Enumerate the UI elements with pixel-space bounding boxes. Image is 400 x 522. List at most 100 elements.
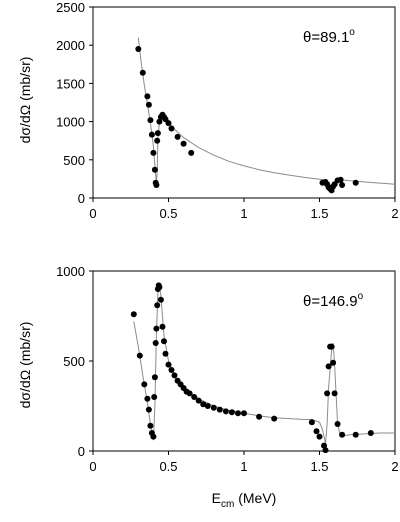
data-point [153,325,160,332]
data-point [136,352,143,359]
data-point [165,120,172,127]
data-point [325,363,332,370]
data-point [154,302,161,309]
data-point [144,395,151,402]
x-tick-label: 0 [89,206,96,221]
data-point [186,390,193,397]
data-point [256,413,263,420]
y-tick-label: 1500 [56,76,85,91]
x-tick-label: 0.5 [159,459,177,474]
chart-top-panel: 0 0.5 1 1.5 2 0 500 1000 1500 2000 2500 θ=89.1o d… [17,0,399,221]
data-point [334,421,341,427]
data-point [331,390,338,397]
y-tick-label: 1000 [56,264,85,279]
y-axis-ticks: 0 500 1000 1500 2000 2500 [56,0,93,206]
data-marks [130,282,395,454]
data-point [156,284,163,291]
data-point [241,410,247,417]
data-point [200,401,207,408]
chart-bottom-panel: 0 0.5 1 1.5 2 0 500 1000 θ=146.9o dσ/dΩ (mb/sr… [17,264,399,510]
data-point [154,130,161,137]
data-point [210,404,217,411]
data-point [156,118,163,125]
data-point [191,394,198,400]
data-point [168,367,175,373]
data-marks [135,37,396,194]
data-point [222,408,229,415]
data-point [145,406,152,413]
data-point [139,69,146,76]
data-point [330,359,337,366]
fit-curve [137,37,396,191]
data-point [151,166,158,173]
x-tick-label: 2 [391,206,398,221]
x-tick-label: 1 [240,206,247,221]
x-tick-label: 1.5 [310,459,328,474]
y-tick-label: 500 [63,153,85,168]
data-point [180,140,187,147]
y-axis-label: dσ/dΩ (mb/sr) [17,322,33,409]
data-point [235,410,241,417]
data-point [168,125,175,132]
angle-annotation: θ=89.1o [303,27,355,46]
x-axis-ticks: 0 0.5 1 1.5 2 [89,198,399,221]
data-point [216,406,223,413]
angle-annotation: θ=146.9o [303,291,364,310]
y-tick-label: 2000 [56,38,85,53]
data-point [135,46,142,52]
x-tick-label: 2 [391,459,398,474]
x-axis-ticks: 0 0.5 1 1.5 2 [89,451,399,474]
data-point [147,117,154,124]
y-tick-label: 1000 [56,115,85,130]
data-point [150,149,157,156]
data-point [339,431,346,438]
data-point [313,428,320,435]
y-tick-label: 0 [78,444,85,459]
data-point [324,390,331,397]
data-point [352,431,359,438]
data-point [130,311,137,318]
data-point [367,430,374,436]
y-axis-label: dσ/dΩ (mb/sr) [17,57,33,144]
data-point [161,338,167,345]
data-point [141,381,148,388]
data-point [165,361,172,368]
y-tick-label: 2500 [56,0,85,15]
data-point [228,409,235,416]
data-point [337,176,344,183]
data-point [153,182,160,188]
data-point [145,101,152,108]
x-tick-label: 0 [89,459,96,474]
x-tick-label: 1 [240,459,247,474]
data-point [328,343,335,350]
data-point [152,340,159,346]
data-point [148,131,155,138]
data-point [308,419,315,426]
y-tick-label: 500 [63,354,85,369]
x-tick-label: 0.5 [159,206,177,221]
y-axis-ticks: 0 500 1000 [56,264,93,459]
data-point [162,350,169,357]
data-point [154,137,161,144]
data-point [144,93,151,100]
data-point [322,447,329,454]
x-axis-label: Ecm (MeV) [212,490,277,510]
x-tick-label: 1.5 [310,206,328,221]
data-point [151,394,158,400]
data-point [339,182,346,188]
data-point [352,179,359,186]
data-point [271,415,278,422]
data-point [171,372,178,379]
data-point [157,296,164,303]
data-point [188,149,195,156]
data-point [195,397,202,404]
data-point [150,433,157,440]
y-tick-label: 0 [78,191,85,206]
data-point [174,133,181,140]
data-point [204,403,211,409]
data-point [159,323,166,330]
data-point [316,433,323,440]
data-point [147,422,154,429]
data-point [151,374,158,381]
